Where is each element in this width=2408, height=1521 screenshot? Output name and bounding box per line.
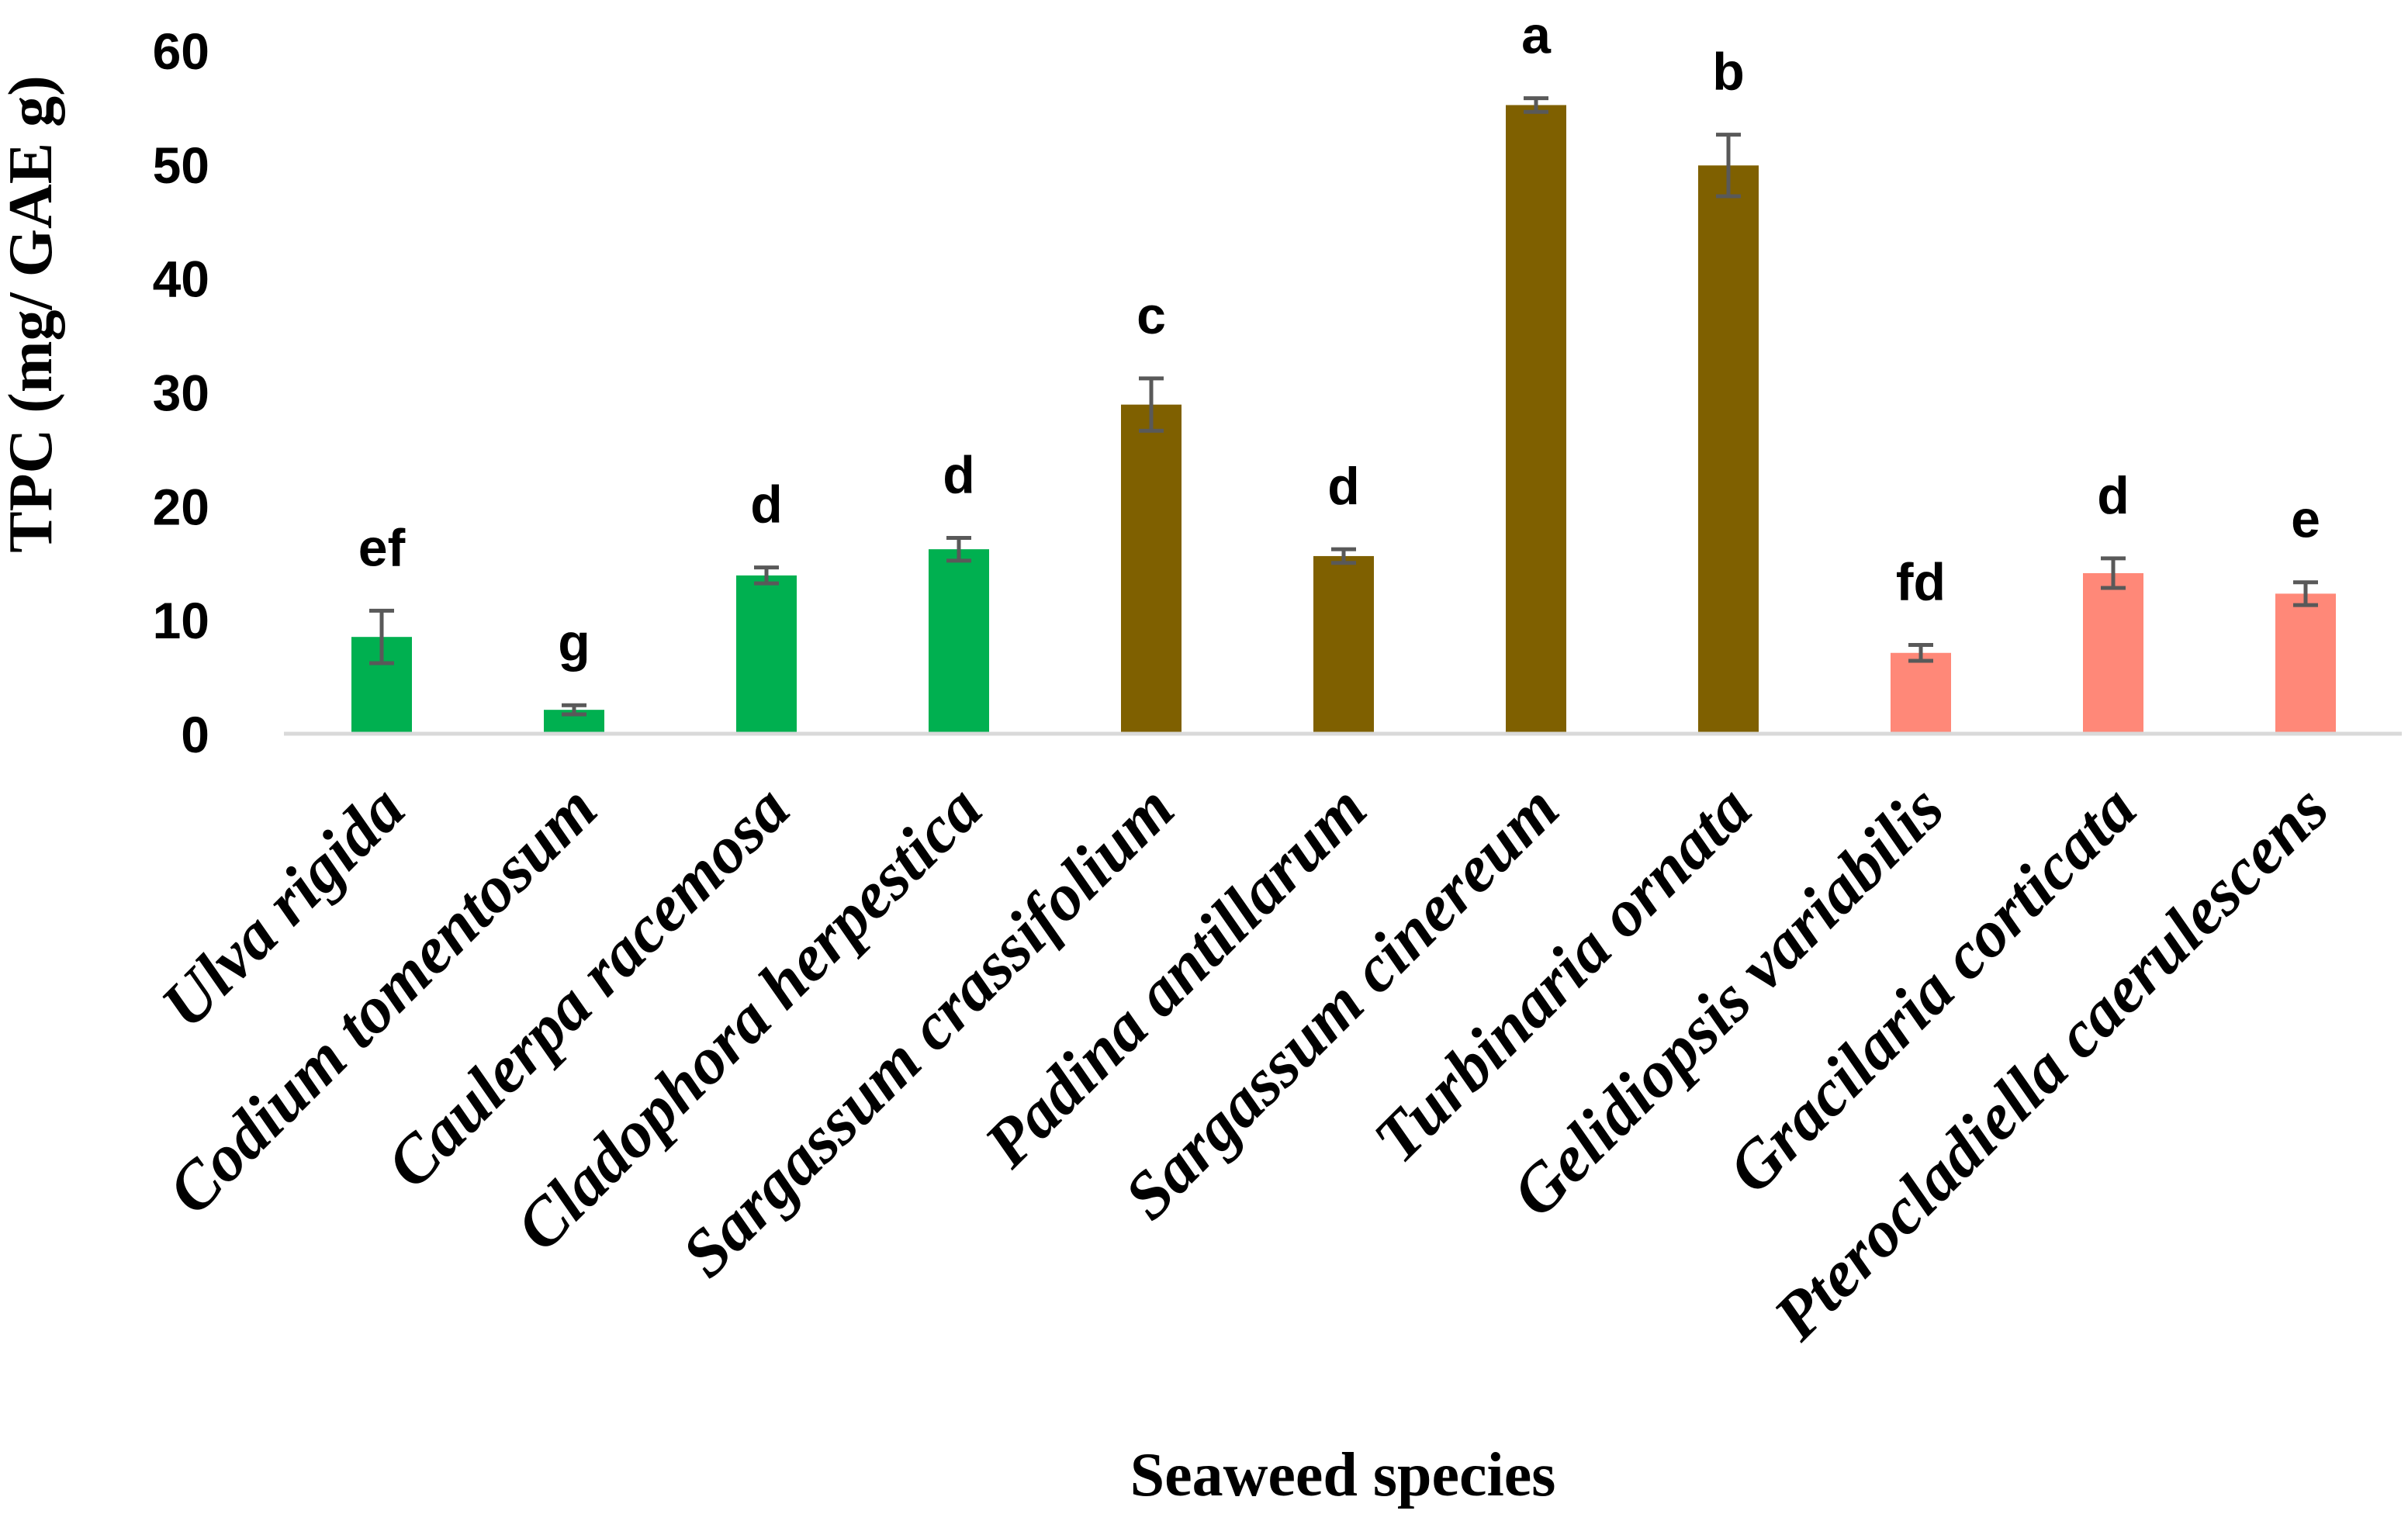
y-tick-label: 20 bbox=[153, 478, 209, 535]
error-bar bbox=[1139, 376, 1164, 433]
y-tick-label: 0 bbox=[181, 706, 209, 763]
significance-letter: d bbox=[1327, 457, 1360, 516]
bar bbox=[1891, 652, 1951, 734]
bar bbox=[1121, 404, 1182, 734]
significance-letter: d bbox=[750, 475, 783, 534]
error-bar bbox=[1716, 133, 1741, 199]
bar bbox=[736, 575, 797, 734]
bar bbox=[929, 549, 989, 734]
y-tick-label: 60 bbox=[153, 22, 209, 80]
significance-letter: ef bbox=[358, 518, 406, 577]
significance-letter: d bbox=[943, 445, 975, 504]
y-tick-label: 50 bbox=[153, 137, 209, 194]
bar bbox=[2083, 572, 2143, 734]
error-bar bbox=[2101, 556, 2126, 590]
significance-letter: a bbox=[1521, 6, 1552, 65]
error-bar bbox=[369, 608, 394, 665]
error-bar bbox=[946, 535, 971, 563]
significance-letter: d bbox=[2097, 466, 2129, 525]
x-axis-title: Seaweed species bbox=[1130, 1441, 1556, 1509]
bar bbox=[1506, 105, 1566, 735]
y-tick-label: 30 bbox=[153, 365, 209, 422]
significance-letter: b bbox=[1712, 43, 1745, 102]
significance-letter: g bbox=[558, 613, 590, 672]
error-bar bbox=[1908, 642, 1933, 663]
significance-letter: c bbox=[1137, 286, 1166, 345]
y-tick-label: 40 bbox=[153, 251, 209, 308]
bar bbox=[2275, 593, 2336, 734]
y-axis-title: TPC (mg/ GAE g) bbox=[0, 75, 65, 553]
error-bar bbox=[1524, 96, 1548, 114]
y-axis-ticks: 0 10 20 30 40 50 60 bbox=[153, 22, 209, 763]
bars bbox=[351, 105, 2336, 735]
error-bar bbox=[2293, 580, 2318, 607]
y-tick-label: 10 bbox=[153, 592, 209, 649]
bar bbox=[1313, 555, 1374, 734]
error-bars bbox=[369, 96, 2318, 717]
bar bbox=[1698, 165, 1759, 735]
error-bar bbox=[1331, 547, 1356, 565]
significance-letter: fd bbox=[1896, 552, 1946, 611]
error-bar bbox=[562, 703, 586, 717]
significance-letters: ef g d d c d a b fd d e bbox=[358, 6, 2320, 672]
error-bar bbox=[754, 565, 779, 586]
significance-letter: e bbox=[2291, 490, 2320, 549]
